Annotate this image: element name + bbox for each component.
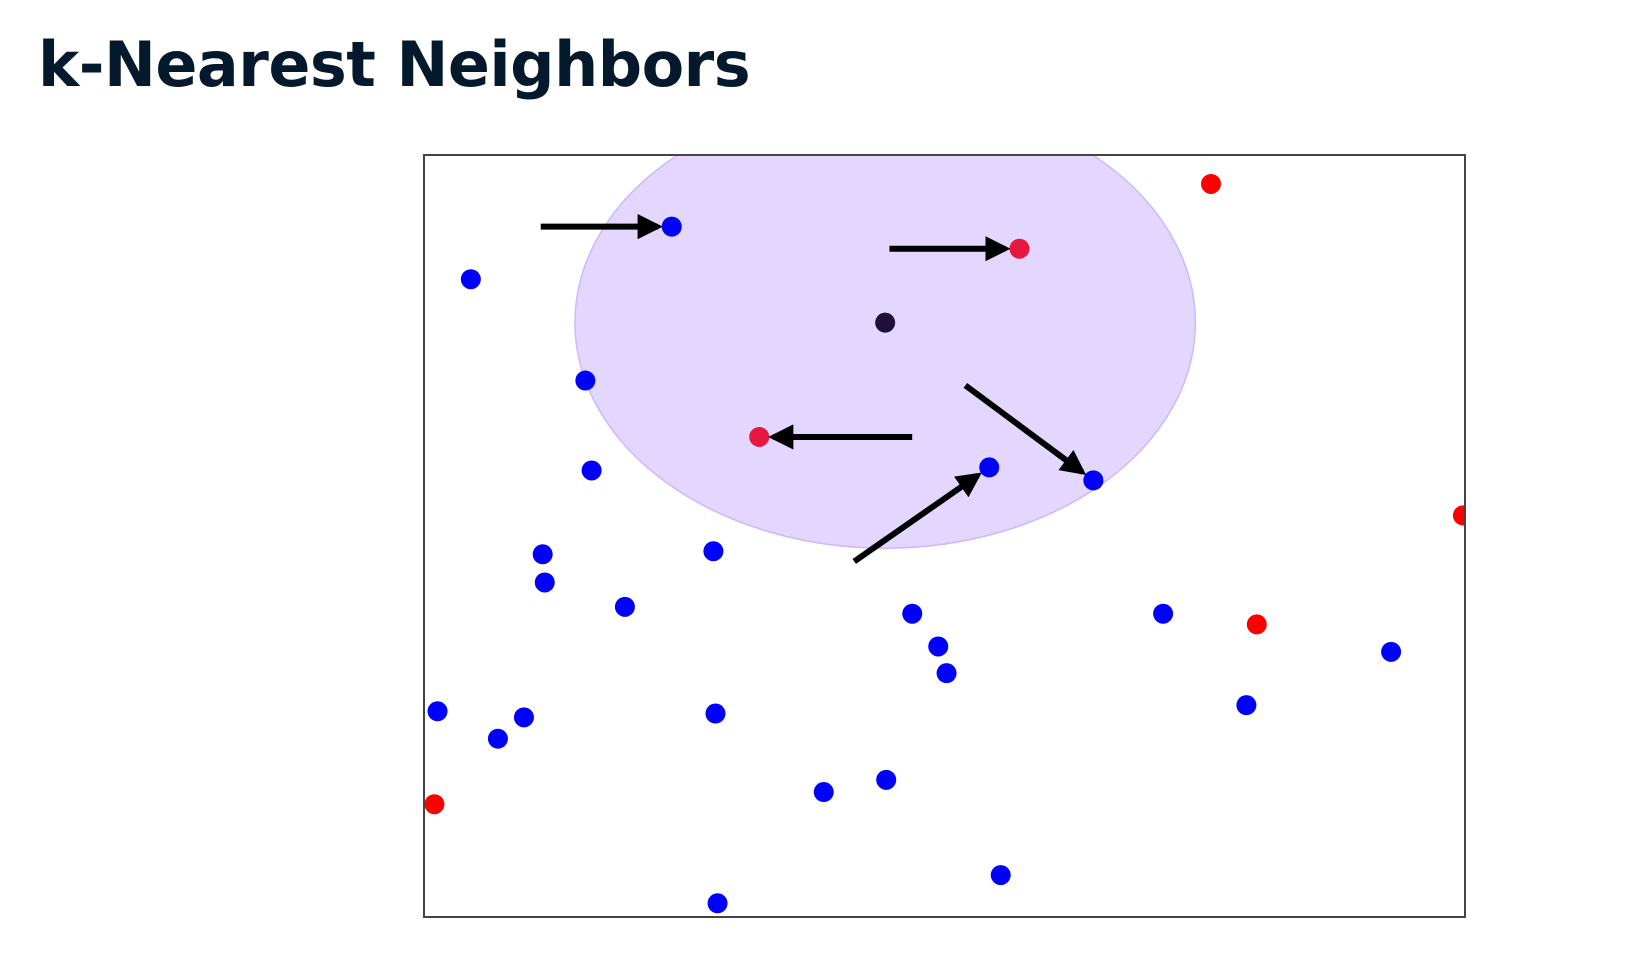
data-point-blue-2	[460, 269, 481, 290]
data-point-blue-19	[487, 728, 508, 749]
data-point-blue-12	[1153, 603, 1174, 624]
data-point-blue-18	[513, 707, 534, 728]
page-title: k-Nearest Neighbors	[38, 28, 751, 101]
arrow-to-neighbor-4	[852, 472, 982, 564]
data-point-blue-17	[427, 701, 448, 722]
query-point	[875, 312, 896, 333]
arrow-to-neighbor-5	[963, 382, 1087, 476]
neighborhood-region	[574, 155, 1197, 549]
data-point-blue-23	[876, 769, 897, 790]
neighbor-point-5	[1083, 470, 1104, 491]
data-point-blue-22	[813, 782, 834, 803]
data-point-blue-3	[575, 370, 596, 391]
data-point-blue-11	[936, 663, 957, 684]
data-point-blue-24	[990, 865, 1011, 886]
neighbor-point-3	[749, 426, 770, 447]
data-point-blue-7	[614, 596, 635, 617]
data-point-red-1	[1200, 173, 1221, 194]
data-point-blue-15	[1236, 695, 1257, 716]
data-point-blue-25	[707, 893, 728, 914]
neighbor-point-2	[1009, 238, 1030, 259]
data-point-blue-4	[581, 460, 602, 481]
plot-border	[423, 154, 1466, 918]
neighbor-point-4	[979, 457, 1000, 478]
data-point-blue-5	[532, 544, 553, 565]
data-point-blue-9	[902, 603, 923, 624]
data-point-blue-14	[1381, 641, 1402, 662]
data-point-blue-8	[703, 541, 724, 562]
neighbor-point-1	[661, 216, 682, 237]
data-point-blue-10	[928, 636, 949, 657]
data-point-red-13	[1246, 614, 1267, 635]
data-point-red-16	[1452, 505, 1465, 526]
data-point-red-21	[424, 794, 445, 815]
data-point-blue-20	[705, 703, 726, 724]
data-point-blue-6	[534, 572, 555, 593]
